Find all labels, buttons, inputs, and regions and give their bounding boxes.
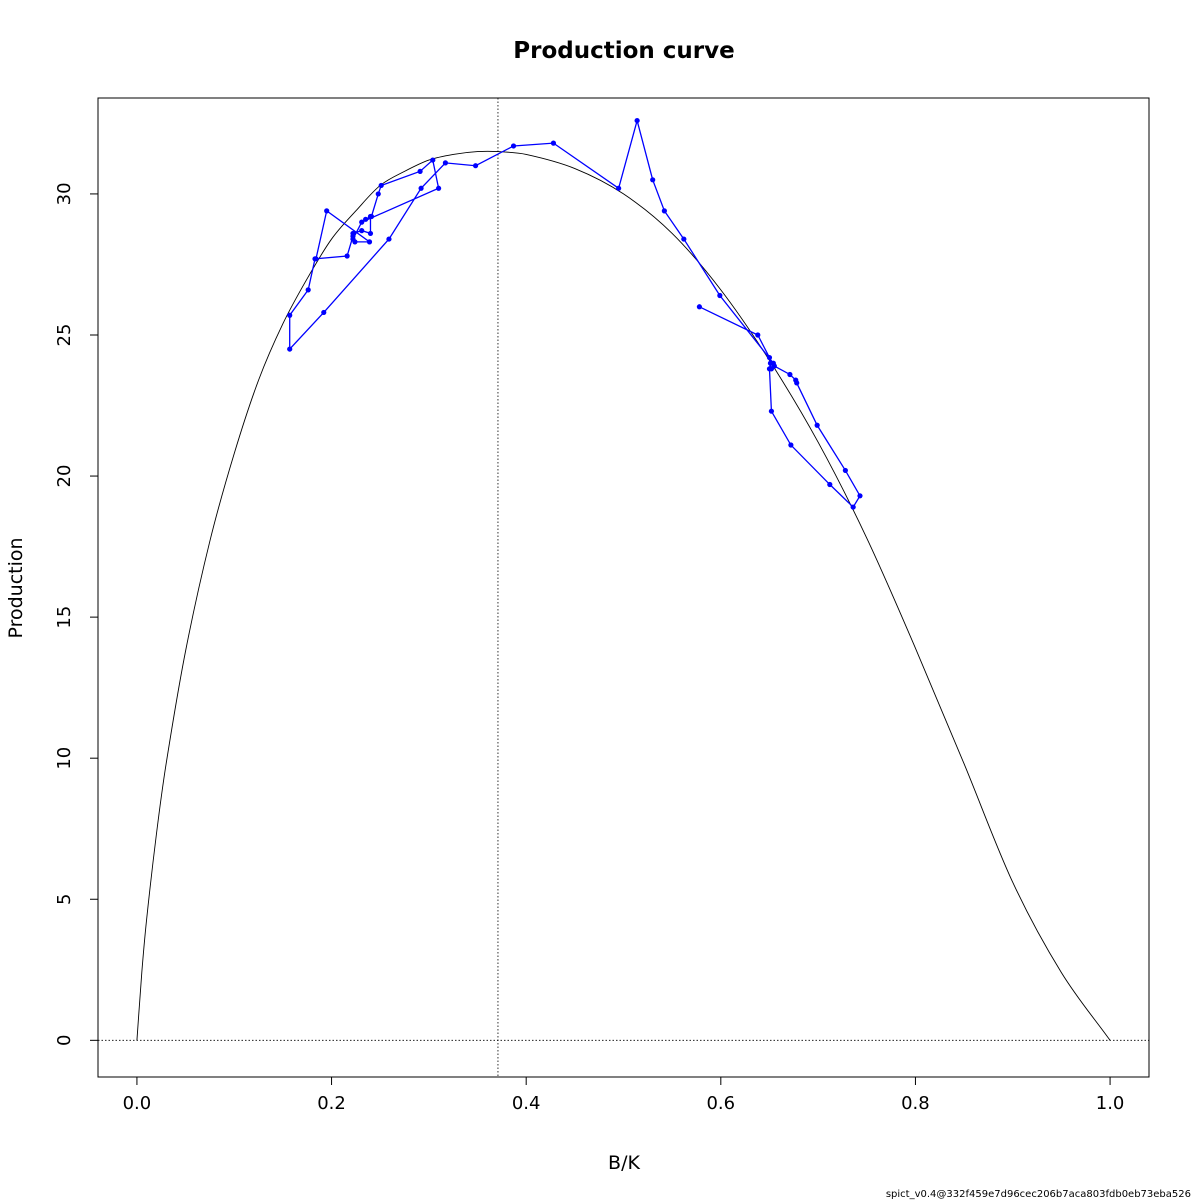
- y-tick-label: 20: [54, 465, 75, 488]
- y-tick-label: 10: [54, 747, 75, 770]
- trajectory-point: [368, 213, 375, 220]
- trajectory-point: [287, 312, 293, 318]
- trajectory-point: [472, 163, 479, 169]
- y-axis-label: Production: [5, 537, 27, 638]
- plot-frame: [97, 97, 1150, 1078]
- trajectory-point: [324, 208, 330, 214]
- trajectory-point: [661, 208, 667, 214]
- trajectory-point: [321, 309, 327, 316]
- trajectory-point: [344, 253, 350, 259]
- trajectory-point: [755, 332, 761, 338]
- trajectory-point: [417, 168, 423, 174]
- x-tick-label: 1.0: [1096, 1093, 1125, 1114]
- trajectory-point: [359, 228, 365, 234]
- trajectory-line: [289, 118, 861, 509]
- trajectory-point: [363, 216, 369, 222]
- trajectory-point: [430, 157, 436, 163]
- x-tick-label: 0.4: [512, 1093, 541, 1114]
- y-tick-label: 25: [54, 324, 75, 347]
- trajectory-point: [788, 442, 794, 448]
- production-curve-line: [136, 150, 1111, 1041]
- trajectory-point: [418, 185, 424, 191]
- trajectory-point: [352, 239, 358, 245]
- y-tick-label: 15: [54, 606, 75, 629]
- trajectory-point: [367, 230, 374, 237]
- y-tick-label: 5: [54, 894, 75, 905]
- trajectory-point: [550, 140, 557, 146]
- trajectory-point: [766, 354, 773, 361]
- x-tick-label: 0.6: [706, 1093, 735, 1114]
- trajectory-point: [616, 185, 622, 191]
- trajectory-point: [681, 236, 687, 242]
- y-axis: 0 5 10 15 20 25 30: [54, 182, 98, 1046]
- trajectory-point: [375, 191, 381, 197]
- version-footer: spict_v0.4@332f459e7d96cec206b7aca803fdb…: [886, 1189, 1191, 1200]
- trajectory-point: [378, 182, 384, 189]
- x-axis: 0.0 0.2 0.4 0.6 0.8 1.0: [123, 1077, 1125, 1114]
- trajectory-point: [850, 504, 856, 510]
- trajectory-point: [814, 422, 820, 428]
- trajectory-point: [634, 117, 640, 124]
- x-tick-label: 0.0: [123, 1093, 152, 1114]
- trajectory-point: [442, 160, 449, 166]
- trajectory-point: [313, 256, 319, 262]
- trajectory-point: [436, 185, 442, 191]
- x-axis-label: B/K: [608, 1152, 640, 1174]
- y-tick-label: 30: [54, 182, 75, 205]
- trajectory-point: [766, 366, 773, 372]
- trajectory-point: [287, 346, 293, 352]
- trajectory-point: [366, 239, 373, 245]
- trajectory-point: [770, 360, 776, 366]
- trajectory-point: [857, 493, 863, 499]
- trajectory-point: [794, 380, 800, 386]
- chart-title: Production curve: [513, 38, 734, 64]
- trajectory-point: [827, 481, 833, 488]
- trajectory-point: [842, 467, 848, 474]
- y-tick-label: 0: [54, 1035, 75, 1046]
- x-tick-label: 0.8: [901, 1093, 930, 1114]
- reference-lines: [98, 98, 1149, 1077]
- trajectory-point: [510, 143, 517, 149]
- production-curve-layer: [136, 150, 1111, 1041]
- trajectory-point: [696, 304, 703, 310]
- trajectory-point: [350, 230, 356, 237]
- trajectory-point: [787, 371, 793, 378]
- x-tick-label: 0.2: [317, 1093, 346, 1114]
- trajectory-point: [386, 236, 392, 242]
- trajectory-point: [359, 219, 365, 225]
- trajectory-point: [650, 177, 656, 183]
- trajectory-layer: [287, 117, 863, 510]
- trajectory-point: [305, 287, 311, 293]
- trajectory-point: [717, 292, 723, 299]
- trajectory-point: [768, 408, 775, 414]
